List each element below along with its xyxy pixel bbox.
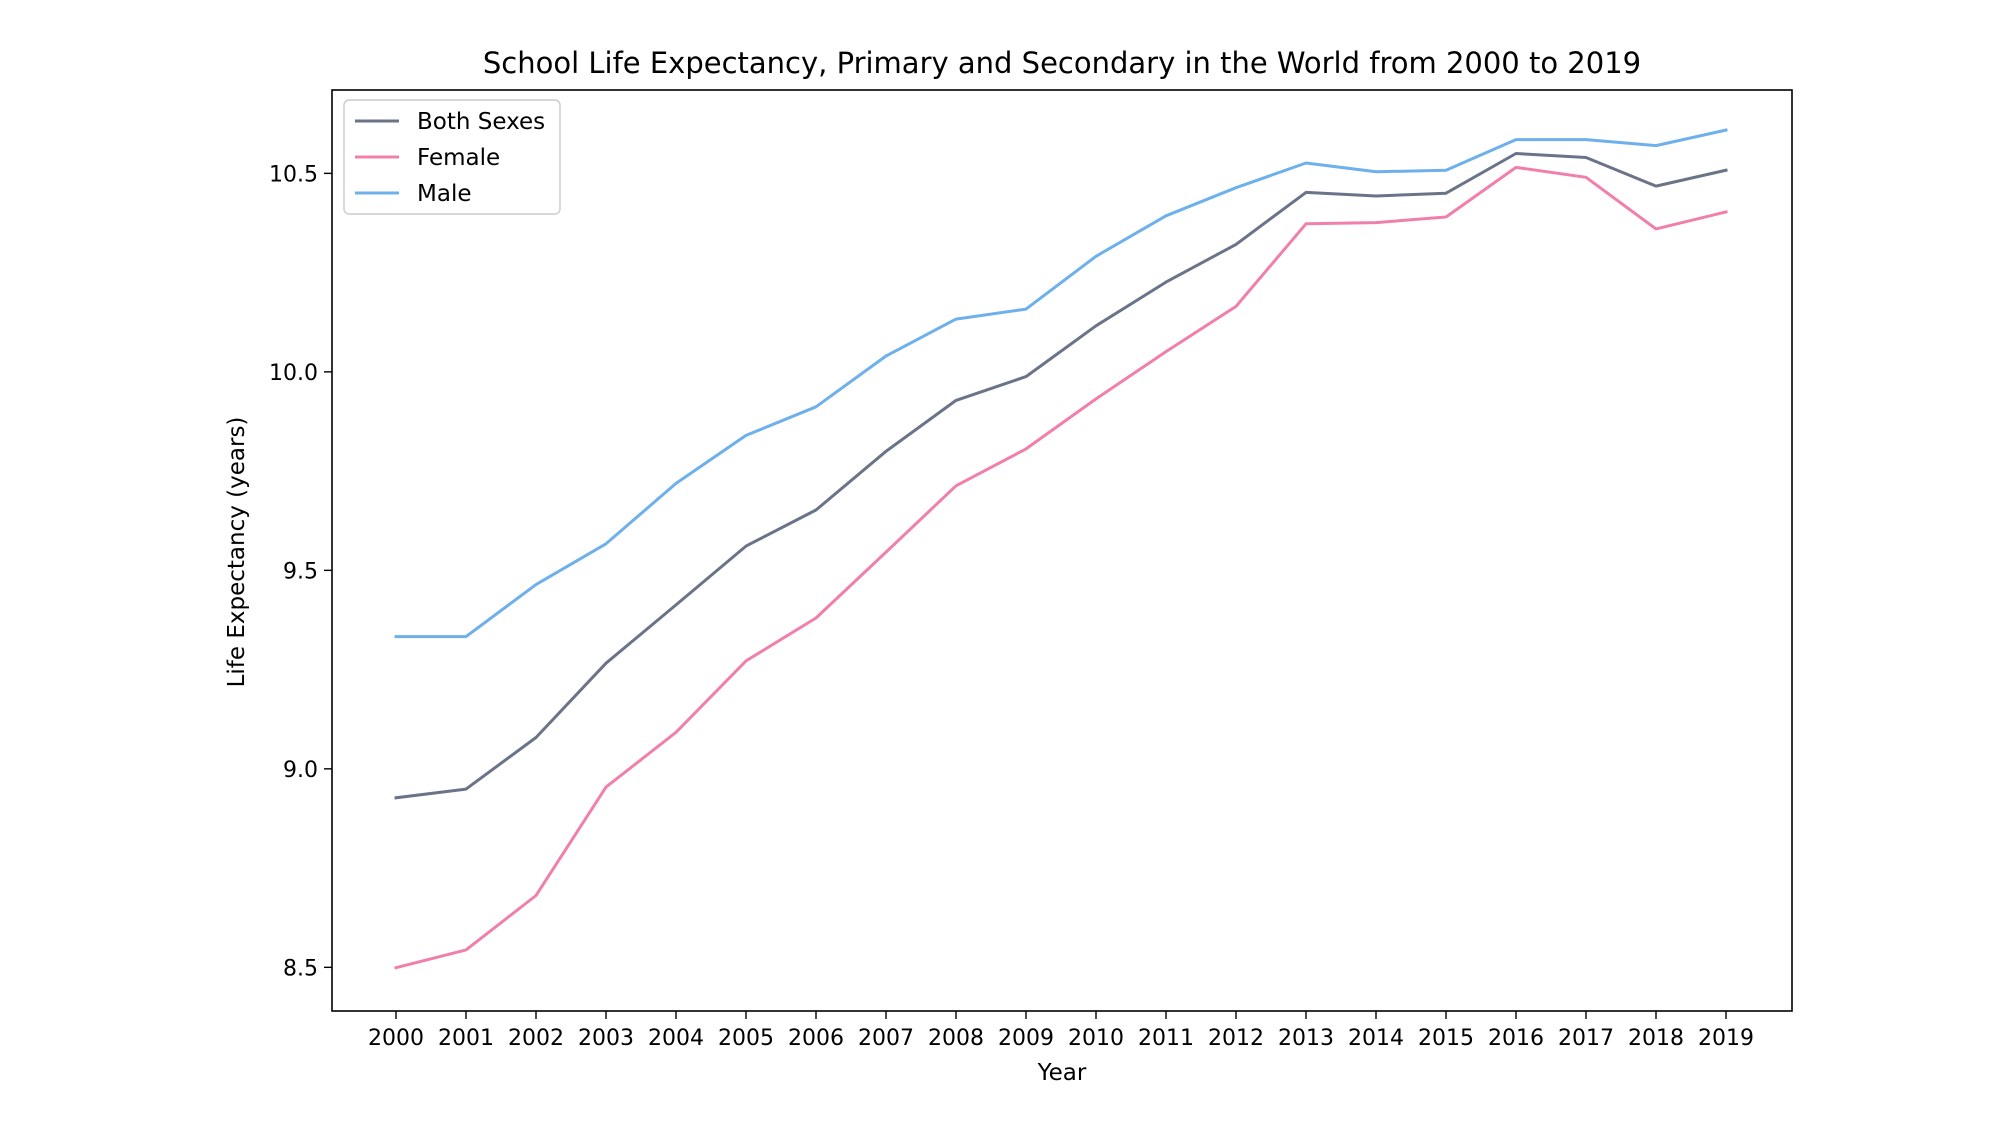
x-tick-label: 2001 [438, 1026, 494, 1051]
x-tick-label: 2016 [1488, 1026, 1544, 1051]
x-tick-label: 2006 [788, 1026, 844, 1051]
legend-label-male: Male [417, 181, 471, 207]
x-tick-label: 2005 [718, 1026, 774, 1051]
x-tick-label: 2011 [1138, 1026, 1194, 1051]
x-tick-label: 2008 [928, 1026, 984, 1051]
x-tick-label: 2010 [1068, 1026, 1124, 1051]
x-tick-label: 2000 [368, 1026, 424, 1051]
x-tick-label: 2004 [648, 1026, 704, 1051]
x-tick-label: 2012 [1208, 1026, 1264, 1051]
legend: Both Sexes Female Male [343, 99, 561, 215]
x-tick-label: 2002 [508, 1026, 564, 1051]
x-axis: 2000 2001 2002 2003 2004 2005 2006 2007 2008 2009… [368, 1011, 1754, 1051]
x-tick-label: 2015 [1418, 1026, 1474, 1051]
legend-box [343, 99, 561, 215]
y-axis-label: Life Expectancy (years) [224, 417, 250, 688]
plot-frame [331, 89, 1793, 1012]
x-tick-label: 2017 [1558, 1026, 1614, 1051]
legend-label-both-sexes: Both Sexes [417, 109, 545, 135]
x-tick-label: 2019 [1698, 1026, 1754, 1051]
y-tick-label: 10.0 [269, 361, 318, 386]
x-tick-label: 2018 [1628, 1026, 1684, 1051]
x-tick-label: 2009 [998, 1026, 1054, 1051]
x-axis-label: Year [1037, 1060, 1087, 1086]
legend-label-female: Female [417, 145, 500, 171]
y-tick-label: 8.5 [283, 956, 318, 981]
y-tick-label: 9.0 [283, 758, 318, 783]
y-tick-label: 9.5 [283, 559, 318, 584]
series-line-both-sexes [394, 152, 1728, 800]
plot-area [394, 128, 1728, 970]
x-tick-label: 2013 [1278, 1026, 1334, 1051]
y-tick-label: 10.5 [269, 162, 318, 187]
chart-title: School Life Expectancy, Primary and Seco… [483, 46, 1641, 80]
x-tick-label: 2003 [578, 1026, 634, 1051]
series-line-male [394, 128, 1728, 639]
series-line-female [394, 165, 1728, 970]
y-axis: 8.5 9.0 9.5 10.0 10.5 [269, 162, 332, 981]
x-tick-label: 2014 [1348, 1026, 1404, 1051]
x-tick-label: 2007 [858, 1026, 914, 1051]
